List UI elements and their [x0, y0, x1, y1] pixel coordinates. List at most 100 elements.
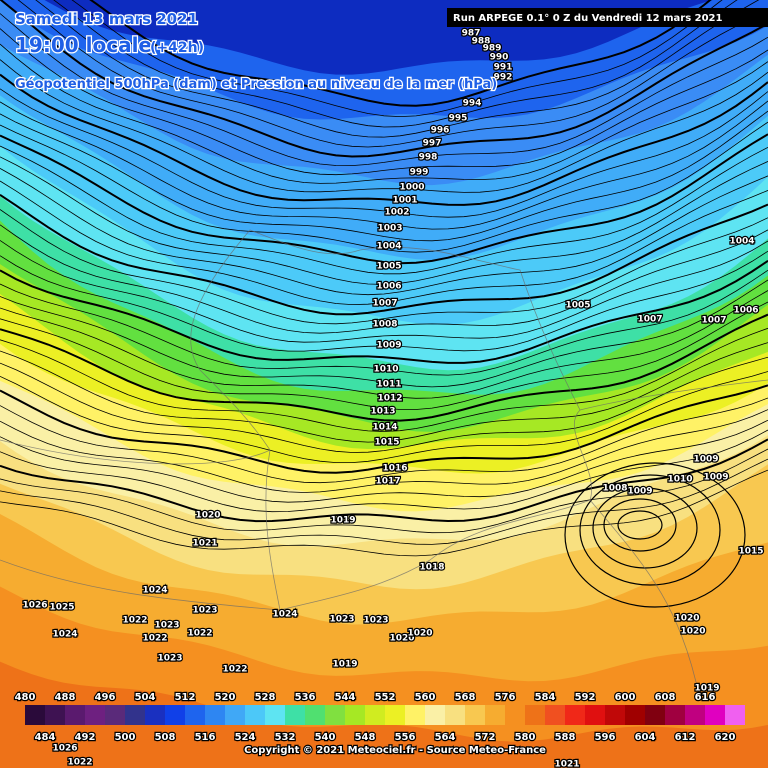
lead-time: (+42h): [150, 40, 204, 56]
low-isobar: [564, 462, 746, 608]
isobar: [0, 240, 768, 343]
isobar: [0, 259, 768, 364]
isobar-label: 1022: [67, 758, 92, 768]
isobar: [0, 133, 768, 265]
isobar-label: 1005: [565, 301, 590, 311]
legend-label: 496: [95, 692, 116, 703]
legend-label: 616: [695, 692, 716, 703]
isobar-label: 1019: [330, 516, 355, 526]
isobar: [0, 28, 768, 176]
low-isobar: [603, 498, 677, 552]
isobar-label: 997: [423, 139, 442, 149]
isobar: [0, 397, 768, 484]
date: Samedi 13 mars 2021: [15, 10, 198, 28]
legend-label: 568: [455, 692, 476, 703]
legend-swatch: [445, 705, 465, 725]
isobar: [0, 156, 768, 285]
isobar-label: 1023: [192, 606, 217, 616]
isobar-label: 1023: [363, 616, 388, 626]
time: 19:00 locale: [15, 33, 152, 57]
legend-label: 520: [215, 692, 236, 703]
legend-label: 480: [15, 692, 36, 703]
isobar-label: 1023: [157, 654, 182, 664]
legend-swatch: [405, 705, 425, 725]
isobar-label: 1015: [738, 547, 763, 557]
isobar-label: 1007: [372, 299, 397, 309]
isobar-label: 1024: [142, 586, 167, 596]
isobar-label: 991: [494, 63, 513, 73]
legend-swatch: [505, 705, 525, 725]
isobar-label: 1023: [154, 621, 179, 631]
isobar: [0, 301, 768, 410]
isobar-label: 1002: [384, 208, 409, 218]
legend-swatch: [525, 705, 545, 725]
legend-swatch: [425, 705, 445, 725]
isobar-label: 1007: [637, 315, 662, 325]
isobar-label: 990: [490, 53, 509, 63]
legend-swatch: [625, 705, 645, 725]
legend-swatch: [125, 705, 145, 725]
isobar-label: 989: [483, 44, 502, 54]
isobar-label: 1020: [407, 629, 432, 639]
isobar-label: 1003: [377, 224, 402, 234]
isobar-label: 1010: [667, 475, 692, 485]
legend-label: 548: [355, 732, 376, 743]
isobar: [71, 0, 723, 118]
border-line: [579, 379, 768, 701]
legend-swatch: [565, 705, 585, 725]
legend-swatch: [665, 705, 685, 725]
legend-label: 572: [475, 732, 496, 743]
legend-swatch: [25, 705, 45, 725]
isobar: [0, 469, 768, 557]
isobar: [0, 100, 768, 230]
run-box: [447, 8, 768, 27]
isobar-label: 999: [410, 168, 429, 178]
isobars: [0, 0, 768, 608]
legend-swatch: [385, 705, 405, 725]
isobar-label: 1022: [122, 616, 147, 626]
legend-label: 564: [435, 732, 456, 743]
legend-swatch: [85, 705, 105, 725]
isobar-label: 995: [449, 114, 468, 124]
legend-swatch: [65, 705, 85, 725]
isobar-label: 1020: [674, 614, 699, 624]
isobar: [0, 419, 768, 503]
legend-label: 584: [535, 692, 556, 703]
legend-label: 524: [235, 732, 256, 743]
legend-label: 592: [575, 692, 596, 703]
isobar: [0, 73, 768, 206]
france-border: [190, 229, 592, 611]
legend-swatch: [605, 705, 625, 725]
isobar-label: 994: [463, 99, 482, 109]
isobar-label: 1020: [680, 627, 705, 637]
isobar-label: 1022: [142, 634, 167, 644]
legend-label: 540: [315, 732, 336, 743]
isobar: [0, 448, 768, 534]
isobar: [0, 43, 768, 184]
isobar: [0, 279, 768, 388]
isobar-label: 1001: [392, 196, 417, 206]
isobar: [0, 168, 768, 296]
isobar-label: 1005: [376, 262, 401, 272]
isobar-label: 1022: [222, 665, 247, 675]
legend-swatch: [705, 705, 725, 725]
legend-swatch: [545, 705, 565, 725]
isobar-label: 996: [431, 126, 450, 136]
legend-label: 516: [195, 732, 216, 743]
border-line: [0, 439, 281, 611]
legend-label: 532: [275, 732, 296, 743]
isobar: [0, 429, 768, 513]
legend-label: 504: [135, 692, 156, 703]
isobar-label: 1024: [52, 630, 77, 640]
legend-label: 576: [495, 692, 516, 703]
legend-label: 484: [35, 732, 56, 743]
isobar-label: 1009: [703, 473, 728, 483]
isobar-label: 1007: [701, 316, 726, 326]
isobar: [0, 384, 768, 474]
legend-label: 604: [635, 732, 656, 743]
isobar: [0, 250, 768, 352]
isobar-label: 1004: [376, 242, 401, 252]
isobar: [0, 438, 768, 523]
legend-label: 596: [595, 732, 616, 743]
